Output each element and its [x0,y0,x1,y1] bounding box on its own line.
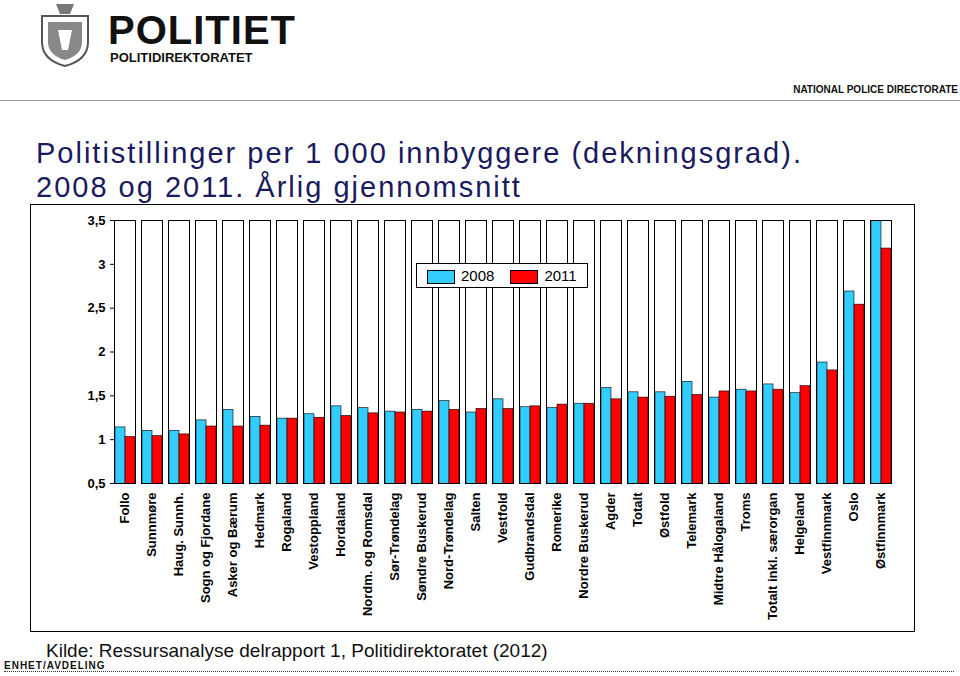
svg-text:Totalt: Totalt [630,492,645,527]
html-text:POLITIDIREKTORATET: POLITIDIREKTORATET [110,50,253,65]
svg-text:Vestoppland: Vestoppland [306,492,321,569]
svg-text:Hordaland: Hordaland [333,492,348,556]
svg-text:Totalt inkl. særorgan: Totalt inkl. særorgan [765,492,780,620]
svg-text:Søndre Buskerud: Søndre Buskerud [414,492,429,600]
svg-text:Vestfold: Vestfold [495,492,510,543]
svg-text:Telemark: Telemark [684,492,699,549]
html-text:NATIONAL POLICE DIRECTORATE: NATIONAL POLICE DIRECTORATE [793,84,958,95]
svg-text:Agder: Agder [603,493,618,531]
html-text:Kilde: Ressursanalyse delrappo: Kilde: Ressursanalyse delrapport 1, Poli… [46,640,548,661]
svg-text:Troms: Troms [738,493,753,532]
svg-text:3: 3 [98,256,105,271]
svg-text:Østfinnmark: Østfinnmark [873,492,888,569]
svg-text:0,5: 0,5 [87,476,105,491]
svg-text:Haug. Sunnh.: Haug. Sunnh. [171,493,186,577]
svg-text:Gudbrandsdal: Gudbrandsdal [522,493,537,581]
svg-text:3,5: 3,5 [87,213,105,228]
svg-text:Sogn og Fjordane: Sogn og Fjordane [198,493,213,604]
html-text:POLITIET: POLITIET [108,8,296,52]
svg-text:Salten: Salten [468,492,483,531]
svg-text:Nordre Buskerud: Nordre Buskerud [576,492,591,598]
svg-text:2: 2 [98,344,105,359]
svg-text:2,5: 2,5 [87,300,105,315]
svg-text:Rogaland: Rogaland [279,492,294,551]
svg-text:Follo: Follo [117,492,132,523]
svg-text:Vestfinnmark: Vestfinnmark [819,492,834,574]
svg-text:Helgeland: Helgeland [792,492,807,554]
svg-text:Nord-Trøndelag: Nord-Trøndelag [441,492,456,589]
svg-text:1,5: 1,5 [87,388,105,403]
html-text:ENHET/AVDELING: ENHET/AVDELING [4,660,106,671]
svg-text:Sunnmøre: Sunnmøre [144,493,159,557]
svg-text:Asker og Bærum: Asker og Bærum [225,493,240,598]
html-text:Politistillinger per 1 000 inn: Politistillinger per 1 000 innbyggere (d… [36,137,803,169]
html-text:2011: 2011 [544,267,577,284]
svg-text:Hedmark: Hedmark [252,492,267,548]
svg-text:Midtre Hålogaland: Midtre Hålogaland [711,492,726,605]
svg-text:Sør-Trøndelag: Sør-Trøndelag [387,492,402,580]
svg-text:1: 1 [98,432,105,447]
svg-text:Oslo: Oslo [846,492,861,521]
html-text:2008 og 2011. Årlig gjennomsni: 2008 og 2011. Årlig gjennomsnitt [36,171,522,203]
svg-text:Romerike: Romerike [549,493,564,552]
svg-text:Nordm. og Romsdal: Nordm. og Romsdal [360,493,375,617]
svg-text:Østfold: Østfold [657,492,672,538]
html-text:2008: 2008 [461,267,495,284]
